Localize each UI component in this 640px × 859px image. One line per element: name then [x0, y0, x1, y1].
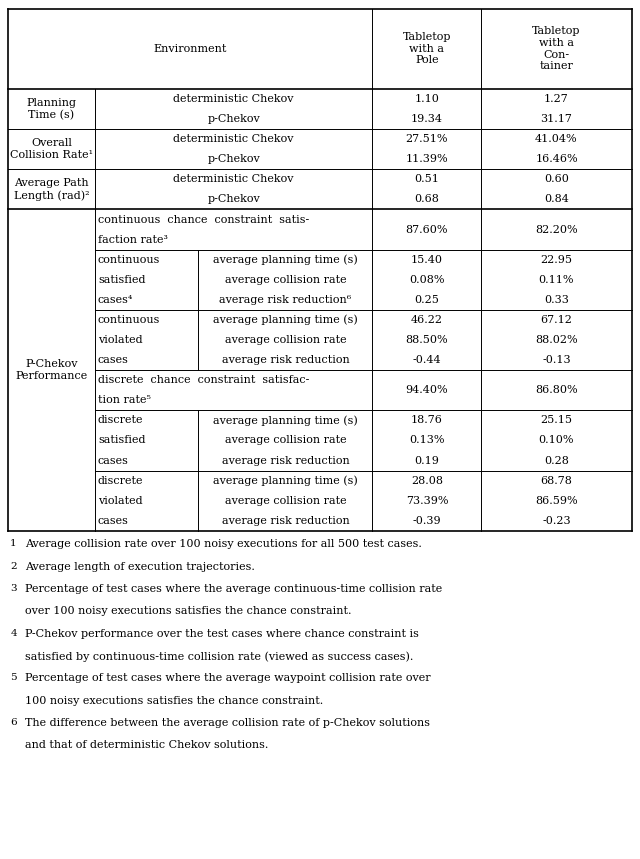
- Text: faction rate³: faction rate³: [98, 235, 168, 245]
- Text: 0.08%: 0.08%: [409, 275, 445, 285]
- Text: 22.95: 22.95: [540, 254, 573, 265]
- Text: p-Chekov: p-Chekov: [207, 194, 260, 204]
- Text: cases⁴: cases⁴: [98, 295, 133, 305]
- Text: 2: 2: [10, 562, 17, 570]
- Text: p-Chekov: p-Chekov: [207, 114, 260, 124]
- Text: 19.34: 19.34: [411, 114, 443, 124]
- Text: violated: violated: [98, 335, 143, 345]
- Text: 88.50%: 88.50%: [406, 335, 448, 345]
- Text: 0.25: 0.25: [415, 295, 439, 305]
- Text: violated: violated: [98, 496, 143, 506]
- Text: -0.13: -0.13: [542, 355, 571, 365]
- Text: 41.04%: 41.04%: [535, 134, 578, 144]
- Text: 46.22: 46.22: [411, 315, 443, 325]
- Text: deterministic Chekov: deterministic Chekov: [173, 174, 294, 185]
- Text: deterministic Chekov: deterministic Chekov: [173, 94, 294, 104]
- Text: average risk reduction⁶: average risk reduction⁶: [220, 295, 351, 305]
- Text: deterministic Chekov: deterministic Chekov: [173, 134, 294, 144]
- Text: Average collision rate over 100 noisy executions for all 500 test cases.: Average collision rate over 100 noisy ex…: [25, 539, 422, 550]
- Text: average planning time (s): average planning time (s): [213, 254, 358, 265]
- Text: 1.10: 1.10: [415, 94, 439, 104]
- Text: -0.39: -0.39: [413, 515, 441, 526]
- Text: 82.20%: 82.20%: [535, 224, 578, 235]
- Text: Percentage of test cases where the average waypoint collision rate over: Percentage of test cases where the avera…: [25, 673, 431, 684]
- Text: 86.59%: 86.59%: [535, 496, 578, 506]
- Text: Percentage of test cases where the average continuous-time collision rate: Percentage of test cases where the avera…: [25, 584, 442, 594]
- Text: Environment: Environment: [154, 44, 227, 54]
- Text: Average Path
Length (rad)²: Average Path Length (rad)²: [13, 178, 90, 200]
- Text: 0.51: 0.51: [415, 174, 439, 185]
- Text: 94.40%: 94.40%: [406, 385, 448, 395]
- Text: discrete: discrete: [98, 416, 143, 425]
- Text: over 100 noisy executions satisfies the chance constraint.: over 100 noisy executions satisfies the …: [25, 606, 351, 617]
- Text: average collision rate: average collision rate: [225, 496, 346, 506]
- Text: 31.17: 31.17: [541, 114, 572, 124]
- Text: The difference between the average collision rate of p-Chekov solutions: The difference between the average colli…: [25, 718, 430, 728]
- Text: 0.60: 0.60: [544, 174, 569, 185]
- Text: satisfied: satisfied: [98, 436, 145, 446]
- Text: 18.76: 18.76: [411, 416, 443, 425]
- Text: 11.39%: 11.39%: [406, 155, 448, 164]
- Text: 86.80%: 86.80%: [535, 385, 578, 395]
- Text: Average length of execution trajectories.: Average length of execution trajectories…: [25, 562, 255, 572]
- Text: continuous: continuous: [98, 315, 160, 325]
- Text: satisfied by continuous-time collision rate (viewed as success cases).: satisfied by continuous-time collision r…: [25, 651, 413, 661]
- Text: 67.12: 67.12: [541, 315, 572, 325]
- Text: average planning time (s): average planning time (s): [213, 314, 358, 326]
- Text: 5: 5: [10, 673, 17, 682]
- Text: average collision rate: average collision rate: [225, 335, 346, 345]
- Text: continuous  chance  constraint  satis-: continuous chance constraint satis-: [98, 215, 309, 224]
- Text: 25.15: 25.15: [540, 416, 573, 425]
- Text: 0.33: 0.33: [544, 295, 569, 305]
- Text: 68.78: 68.78: [541, 476, 572, 485]
- Text: 0.10%: 0.10%: [539, 436, 574, 446]
- Text: 88.02%: 88.02%: [535, 335, 578, 345]
- Text: 87.60%: 87.60%: [406, 224, 448, 235]
- Text: 1: 1: [10, 539, 17, 548]
- Text: cases: cases: [98, 455, 129, 466]
- Text: average planning time (s): average planning time (s): [213, 475, 358, 486]
- Text: 3: 3: [10, 584, 17, 593]
- Text: -0.23: -0.23: [542, 515, 571, 526]
- Text: p-Chekov: p-Chekov: [207, 155, 260, 164]
- Text: -0.44: -0.44: [413, 355, 441, 365]
- Text: cases: cases: [98, 515, 129, 526]
- Text: P-Chekov performance over the test cases where chance constraint is: P-Chekov performance over the test cases…: [25, 629, 419, 639]
- Text: Planning
Time (s): Planning Time (s): [26, 98, 77, 120]
- Text: 0.13%: 0.13%: [409, 436, 445, 446]
- Text: 27.51%: 27.51%: [406, 134, 448, 144]
- Text: Tabletop
with a
Con-
tainer: Tabletop with a Con- tainer: [532, 27, 580, 71]
- Text: 1.27: 1.27: [544, 94, 569, 104]
- Text: 73.39%: 73.39%: [406, 496, 448, 506]
- Text: 0.28: 0.28: [544, 455, 569, 466]
- Text: average planning time (s): average planning time (s): [213, 415, 358, 426]
- Text: 4: 4: [10, 629, 17, 637]
- Text: average risk reduction: average risk reduction: [221, 455, 349, 466]
- Text: 0.68: 0.68: [415, 194, 439, 204]
- Text: 28.08: 28.08: [411, 476, 443, 485]
- Text: discrete: discrete: [98, 476, 143, 485]
- Text: Overall
Collision Rate¹: Overall Collision Rate¹: [10, 138, 93, 160]
- Text: tion rate⁵: tion rate⁵: [98, 395, 151, 405]
- Text: continuous: continuous: [98, 254, 160, 265]
- Text: cases: cases: [98, 355, 129, 365]
- Text: average risk reduction: average risk reduction: [221, 355, 349, 365]
- Text: 6: 6: [10, 718, 17, 727]
- Text: 0.84: 0.84: [544, 194, 569, 204]
- Text: discrete  chance  constraint  satisfac-: discrete chance constraint satisfac-: [98, 375, 309, 385]
- Text: average collision rate: average collision rate: [225, 436, 346, 446]
- Text: Tabletop
with a
Pole: Tabletop with a Pole: [403, 32, 451, 65]
- Text: 100 noisy executions satisfies the chance constraint.: 100 noisy executions satisfies the chanc…: [25, 696, 323, 706]
- Text: and that of deterministic Chekov solutions.: and that of deterministic Chekov solutio…: [25, 740, 268, 751]
- Text: P-Chekov
Performance: P-Chekov Performance: [15, 359, 88, 381]
- Text: average collision rate: average collision rate: [225, 275, 346, 285]
- Text: 0.19: 0.19: [415, 455, 439, 466]
- Text: average risk reduction: average risk reduction: [221, 515, 349, 526]
- Text: 16.46%: 16.46%: [535, 155, 578, 164]
- Text: 0.11%: 0.11%: [539, 275, 574, 285]
- Text: 15.40: 15.40: [411, 254, 443, 265]
- Text: satisfied: satisfied: [98, 275, 145, 285]
